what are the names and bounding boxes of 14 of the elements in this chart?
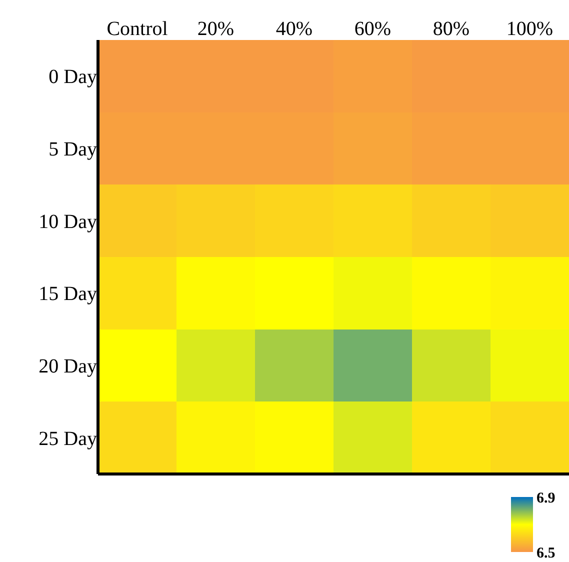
- x-tick-label: 20%: [197, 18, 234, 40]
- y-tick-label: 5 Day: [48, 138, 97, 160]
- color-bar-label: 6.9: [536, 490, 556, 506]
- y-tick-label: 10 Day: [38, 210, 97, 233]
- x-tick-label: 40%: [276, 18, 313, 40]
- y-tick-label: 20 Day: [38, 356, 97, 378]
- y-tick-label: 0 Day: [48, 66, 97, 88]
- y-tick-label: 25 Day: [38, 428, 97, 450]
- x-tick-label: 100%: [506, 18, 554, 40]
- y-tick-label: 15 Day: [38, 283, 97, 306]
- color-bar-label: 6.5: [536, 545, 556, 562]
- x-tick-label: 80%: [432, 18, 470, 40]
- x-tick-label: Control: [106, 18, 168, 40]
- x-tick-label: 60%: [354, 18, 392, 40]
